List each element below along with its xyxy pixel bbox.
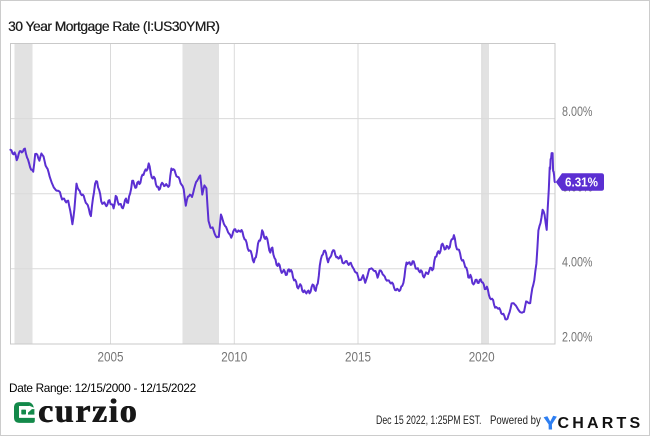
- svg-text:2.00%: 2.00%: [562, 330, 593, 345]
- svg-text:2015: 2015: [345, 350, 371, 365]
- svg-text:2020: 2020: [469, 350, 495, 365]
- svg-text:4.00%: 4.00%: [562, 254, 593, 269]
- svg-text:2010: 2010: [221, 350, 247, 365]
- svg-text:2005: 2005: [98, 350, 124, 365]
- svg-text:6.31%: 6.31%: [565, 175, 598, 190]
- svg-text:8.00%: 8.00%: [562, 104, 593, 119]
- svg-text:CHARTS: CHARTS: [558, 415, 644, 432]
